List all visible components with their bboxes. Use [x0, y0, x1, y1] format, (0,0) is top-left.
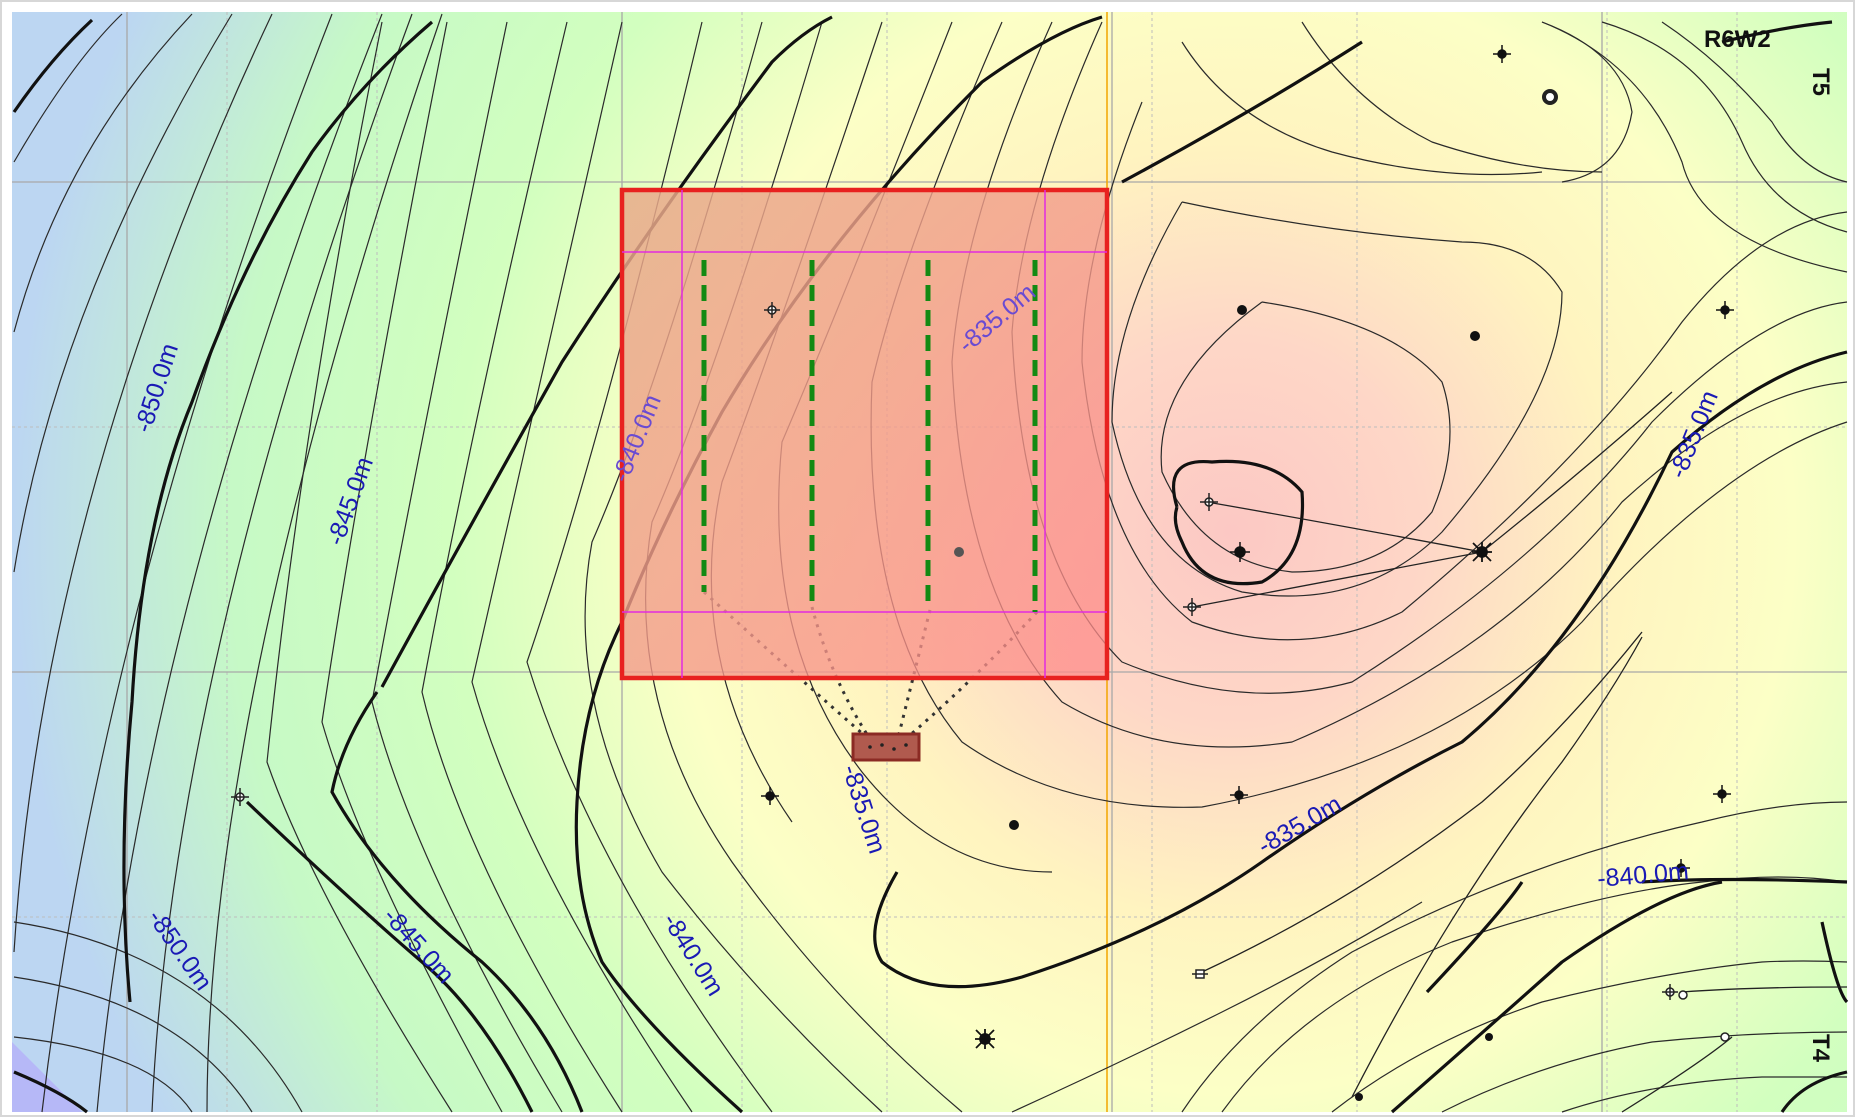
inner-grid: [622, 190, 1107, 678]
township-label-t5: T5: [1807, 68, 1834, 96]
township-label-t4: T4: [1807, 1034, 1834, 1063]
oil-well-icon[interactable]: [954, 305, 1493, 1101]
gas-well-icon[interactable]: [975, 542, 1492, 1049]
pad-wellheads: [868, 743, 908, 751]
horizontal-laterals: [701, 260, 1038, 612]
well-symbol-icon[interactable]: [761, 45, 1734, 877]
far-corner-shading: [12, 1042, 82, 1112]
directional-well-paths: [1191, 391, 1848, 1113]
contour-lines: [13, 13, 1848, 1113]
dry-hole-icon[interactable]: [231, 89, 1730, 1042]
surface-pad[interactable]: [851, 732, 921, 762]
range-label: R6W2: [1704, 26, 1771, 53]
